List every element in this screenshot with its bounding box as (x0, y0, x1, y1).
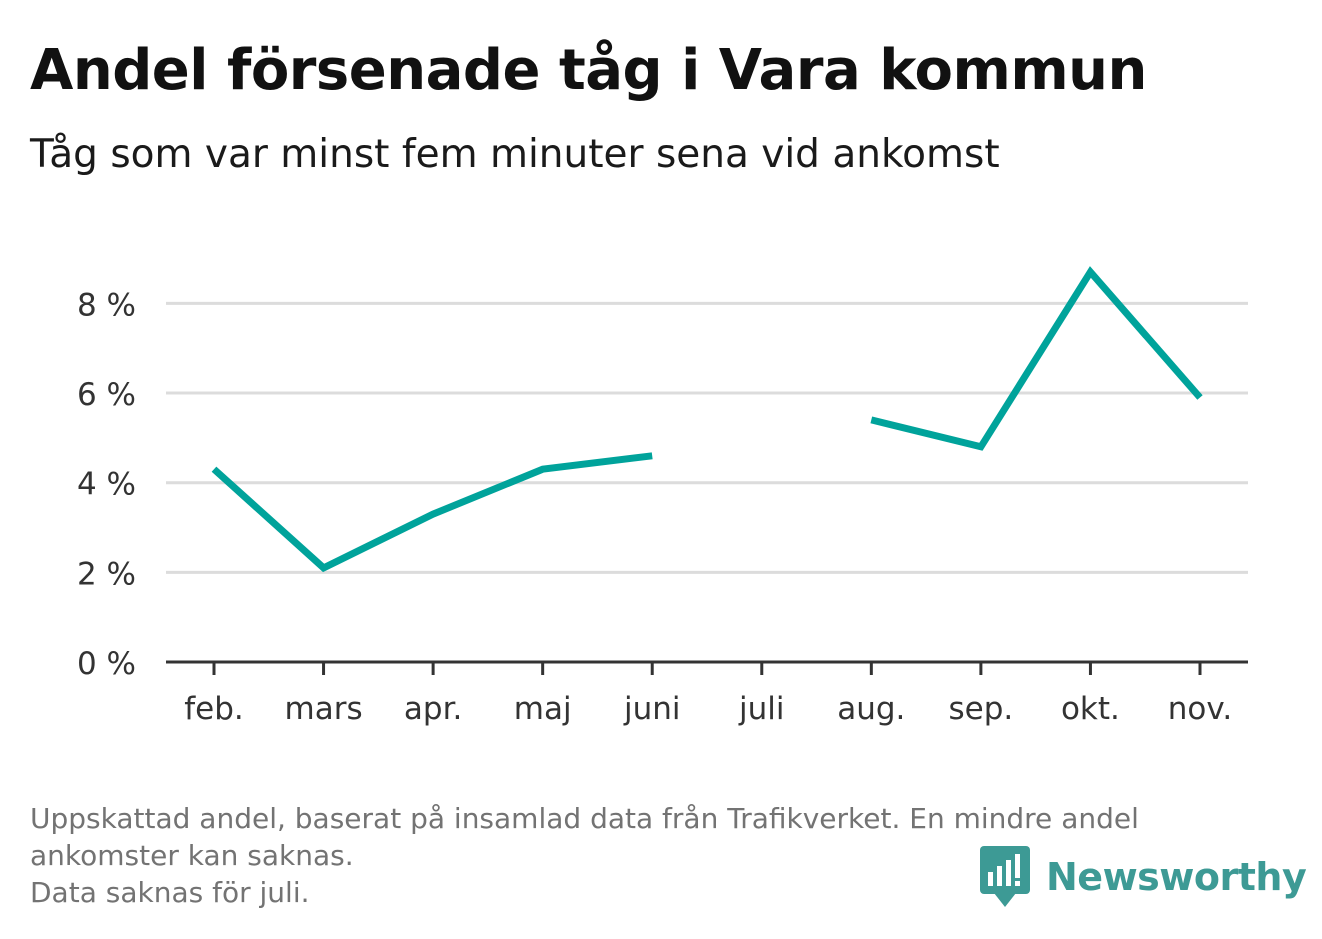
x-tick-label: aug. (837, 691, 905, 727)
line-chart: 0 % 2 % 4 % 6 % 8 % feb. mars apr. maj juni juli a… (77, 266, 1248, 727)
x-tick-label: feb. (184, 691, 244, 727)
y-tick-label: 0 % (77, 646, 136, 682)
footnote-line-1: Uppskattad andel, baserat på insamlad da… (30, 802, 1139, 835)
footnote-line-2: ankomster kan saknas. (30, 839, 354, 872)
y-axis-tick-labels: 0 % 2 % 4 % 6 % 8 % (77, 287, 136, 682)
brand-logo: Newsworthy (980, 846, 1307, 908)
footnote: Uppskattad andel, baserat på insamlad da… (30, 800, 1280, 911)
chart-subtitle: Tåg som var minst fem minuter sena vid a… (30, 132, 1000, 177)
footnote-line-3: Data saknas för juli. (30, 876, 310, 909)
gridlines (166, 301, 1248, 574)
chart-title: Andel försenade tåg i Vara kommun (30, 38, 1147, 103)
x-tick-label: nov. (1168, 691, 1232, 727)
brand-name: Newsworthy (1046, 855, 1307, 899)
x-tick-label: sep. (949, 691, 1014, 727)
y-tick-label: 2 % (77, 556, 136, 592)
series-line-segment (211, 452, 653, 573)
y-tick-label: 4 % (77, 467, 136, 503)
series-line-segment (870, 266, 1203, 451)
x-tick-label: okt. (1061, 691, 1120, 727)
x-tick-label: apr. (404, 691, 462, 727)
y-tick-label: 8 % (77, 287, 136, 323)
x-axis-ticks (212, 662, 1202, 675)
x-tick-label: juni (623, 691, 681, 727)
x-tick-label: maj (514, 691, 572, 727)
x-tick-label: mars (285, 691, 363, 727)
x-tick-label: juli (738, 691, 785, 727)
x-axis-tick-labels: feb. mars apr. maj juni juli aug. sep. okt. nov. (184, 691, 1232, 727)
series-lines (211, 266, 1203, 573)
bar-chart-speech-bubble-icon (980, 846, 1030, 907)
y-tick-label: 6 % (77, 377, 136, 413)
